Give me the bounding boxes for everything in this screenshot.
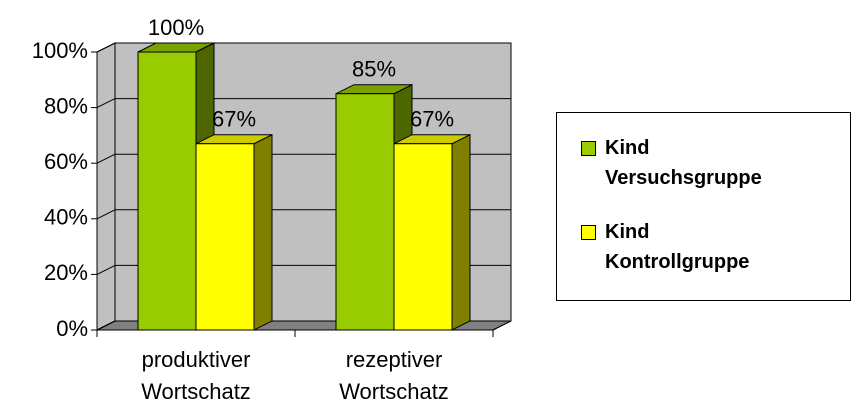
floor-edge (492, 320, 512, 331)
value-label: 85% (352, 57, 396, 82)
value-label: 67% (410, 107, 454, 132)
bar-side (253, 133, 273, 331)
legend-item: Kind Versuchsgruppe (581, 133, 780, 193)
bar (137, 51, 197, 331)
bar (393, 143, 453, 331)
legend: Kind Versuchsgruppe Kind Kontrollgruppe (556, 112, 851, 301)
grid-line (96, 209, 116, 220)
legend-item: Kind Kontrollgruppe (581, 217, 780, 277)
grid-line (96, 42, 116, 53)
y-tick-label: 60% (44, 149, 88, 174)
y-tick-label: 100% (32, 38, 88, 63)
bar (335, 93, 395, 331)
legend-swatch (581, 225, 596, 240)
x-tick-label: produktiver Wortschatz (141, 347, 251, 404)
x-tick-label: rezeptiver Wortschatz (339, 347, 449, 404)
value-label: 67% (212, 107, 256, 132)
left-wall (96, 42, 116, 331)
grid-line (96, 98, 116, 109)
legend-label: Kind Versuchsgruppe (605, 137, 762, 189)
bar (195, 143, 255, 331)
y-tick-label: 0% (56, 316, 88, 341)
grid-line (96, 153, 116, 164)
y-tick-label: 20% (44, 260, 88, 285)
y-tick-label: 80% (44, 93, 88, 118)
grid-line (96, 264, 116, 275)
legend-swatch (581, 141, 596, 156)
legend-label: Kind Kontrollgruppe (605, 221, 750, 273)
value-label: 100% (148, 15, 204, 40)
y-tick-label: 40% (44, 205, 88, 230)
bar-side (451, 133, 471, 331)
grid-line (96, 320, 116, 331)
